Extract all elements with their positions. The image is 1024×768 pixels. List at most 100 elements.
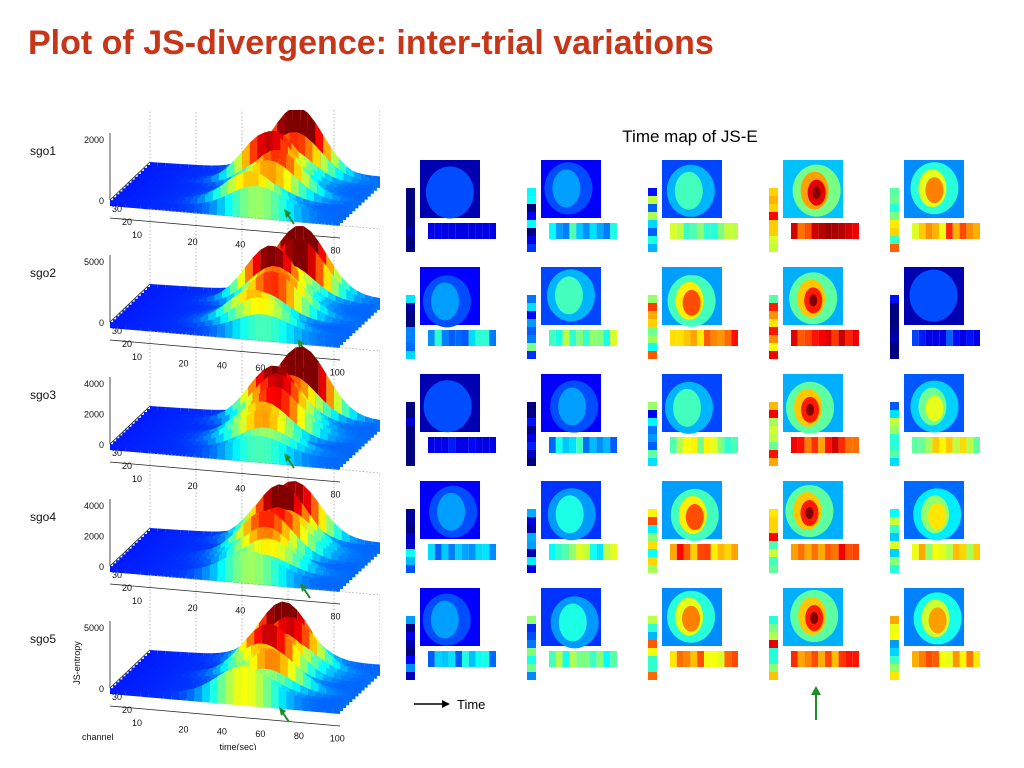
bar-segment [890, 311, 899, 319]
bar-segment [677, 223, 684, 239]
surface-patch [233, 438, 241, 461]
bar-segment [769, 648, 778, 656]
bar-segment [926, 651, 933, 667]
bar-segment [527, 656, 536, 664]
y-tick-label: 10 [132, 474, 142, 484]
bar-segment [953, 437, 960, 453]
surface-patch [133, 689, 141, 696]
map-blob [556, 495, 584, 533]
bar-segment [527, 450, 536, 458]
channel-bar [527, 402, 536, 466]
bar-segment [527, 517, 536, 525]
bar-segment [527, 525, 536, 533]
bar-segment [406, 549, 415, 557]
bar-segment [769, 343, 778, 351]
time-map-cell [527, 267, 617, 359]
bar-segment [890, 426, 899, 434]
time-map-cell [648, 481, 738, 573]
surface-patch [233, 189, 241, 217]
bar-segment [482, 651, 489, 667]
surface-patch [263, 187, 271, 220]
bar-segment [455, 223, 462, 239]
bar-segment [852, 330, 859, 346]
bar-segment [890, 632, 899, 640]
bar-segment [798, 437, 805, 453]
map-blob [810, 612, 818, 624]
subject-label: sgo5 [30, 632, 56, 646]
time-map-cell [527, 374, 617, 466]
bar-segment [428, 651, 435, 667]
bar-segment [769, 632, 778, 640]
x-tick-label: 80 [330, 245, 340, 255]
brain-map [783, 481, 843, 539]
y-tick-label: 20 [122, 583, 132, 593]
bar-segment [406, 188, 415, 196]
bar-segment [890, 327, 899, 335]
bar-segment [435, 437, 442, 453]
bar-segment [576, 330, 583, 346]
time-map-panel: Time map of JS-ETime [400, 115, 1020, 735]
time-bar [791, 544, 859, 560]
surface-patch [302, 207, 310, 223]
channel-bar [769, 188, 778, 252]
bar-segment [718, 330, 725, 346]
surface-patch [248, 667, 256, 707]
bar-segment [791, 330, 798, 346]
bar-segment [648, 418, 657, 426]
surface-patch [133, 445, 141, 452]
bar-segment [597, 437, 604, 453]
bar-segment [428, 437, 435, 453]
surface-plots-panel: sgo10200010203020406080sgo20500010203020… [0, 110, 380, 750]
bar-segment [919, 437, 926, 453]
bar-segment [890, 402, 899, 410]
bar-segment [648, 541, 657, 549]
bar-segment [890, 525, 899, 533]
map-blob [424, 380, 472, 432]
bar-segment [583, 651, 590, 667]
bar-segment [718, 437, 725, 453]
y-axis-label: channel [82, 732, 114, 742]
bar-segment [811, 330, 818, 346]
bar-segment [435, 544, 442, 560]
bar-segment [476, 651, 483, 667]
bar-segment [648, 434, 657, 442]
bar-segment [442, 651, 449, 667]
bar-segment [583, 223, 590, 239]
bar-segment [569, 651, 576, 667]
brain-map [783, 588, 843, 646]
bar-segment [527, 624, 536, 632]
bar-segment [946, 651, 953, 667]
bar-segment [442, 223, 449, 239]
bar-segment [648, 204, 657, 212]
bar-segment [435, 223, 442, 239]
bar-segment [406, 450, 415, 458]
brain-map [420, 374, 480, 432]
bar-segment [704, 437, 711, 453]
bar-segment [890, 450, 899, 458]
bar-segment [648, 640, 657, 648]
x-tick-label: 80 [330, 611, 340, 621]
surface-patch [171, 326, 179, 334]
bar-segment [697, 223, 704, 239]
map-blob [806, 404, 814, 416]
bar-segment [556, 544, 563, 560]
brain-map [662, 374, 722, 434]
bar-segment [711, 437, 718, 453]
bar-segment [960, 544, 967, 560]
brain-map [904, 588, 964, 646]
bar-segment [489, 651, 496, 667]
bar-segment [890, 212, 899, 220]
bar-segment [462, 651, 469, 667]
surface-patch [133, 567, 141, 574]
bar-segment [805, 437, 812, 453]
bar-segment [406, 236, 415, 244]
bar-segment [406, 442, 415, 450]
bar-segment [576, 544, 583, 560]
bar-segment [769, 541, 778, 549]
brain-map [783, 374, 843, 434]
time-bar [912, 437, 980, 453]
bar-segment [690, 223, 697, 239]
channel-bar [648, 295, 657, 359]
channel-bar [890, 509, 899, 573]
bar-segment [960, 437, 967, 453]
